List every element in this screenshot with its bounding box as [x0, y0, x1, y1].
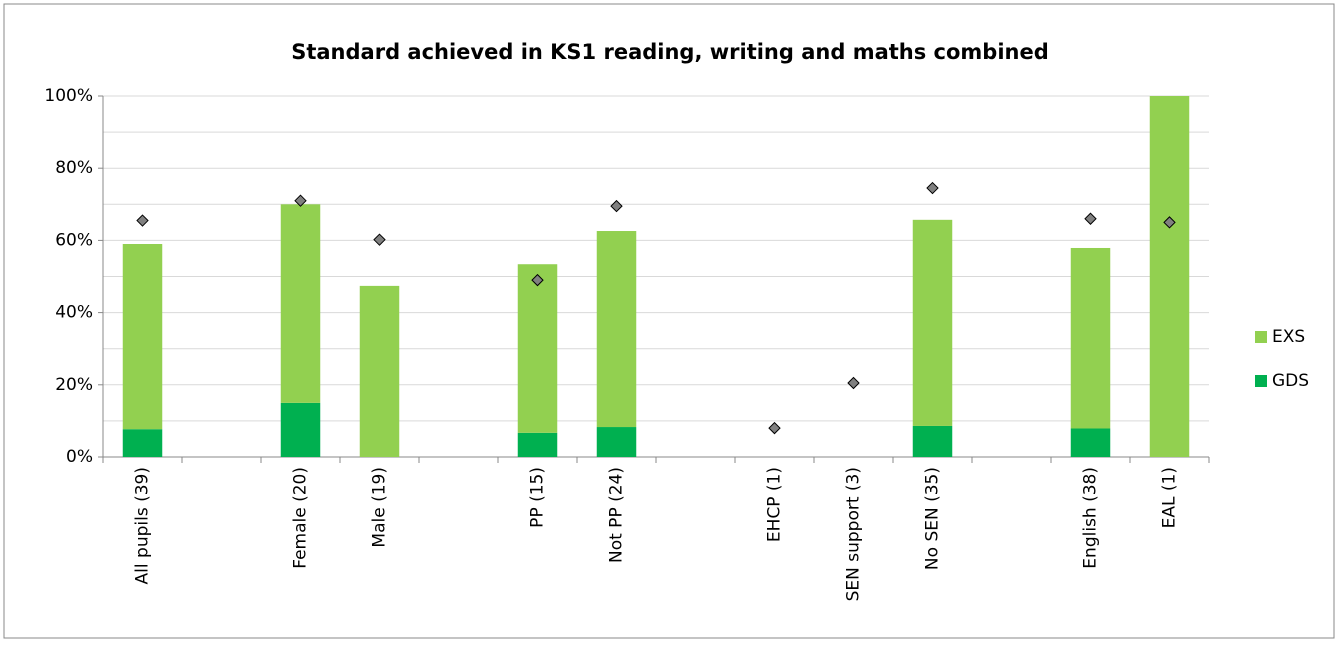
bar [359, 285, 400, 457]
x-tick-label: EHCP (1) [765, 467, 785, 542]
legend-label: EXS [1272, 327, 1305, 347]
marker [847, 376, 860, 390]
marker [610, 199, 623, 213]
x-tick-label: All pupils (39) [133, 467, 153, 584]
chart-title: Standard achieved in KS1 reading, writin… [291, 40, 1049, 64]
x-tick-label: EAL (1) [1160, 467, 1180, 528]
bar [1070, 247, 1111, 429]
x-tick-label: English (38) [1081, 467, 1101, 569]
x-tick-label: Male (19) [370, 467, 390, 548]
marker [926, 181, 939, 195]
bar [517, 264, 558, 433]
bar [517, 432, 558, 457]
chart-frame [3, 3, 1335, 639]
legend-swatch [1255, 331, 1267, 343]
marker [531, 273, 544, 287]
x-tick-label: No SEN (35) [923, 467, 943, 570]
y-tick-label: 0% [66, 447, 93, 467]
y-tick-label: 100% [44, 86, 93, 106]
x-tick-label: Not PP (24) [607, 467, 627, 563]
bar [912, 425, 953, 457]
bar [280, 402, 321, 457]
bar [280, 204, 321, 403]
legend-swatch [1255, 375, 1267, 387]
bar [596, 427, 637, 457]
marker [1084, 212, 1097, 225]
y-tick-label: 40% [55, 303, 93, 323]
marker [1163, 216, 1176, 229]
legend-label: GDS [1272, 371, 1309, 391]
bar [122, 244, 163, 430]
marker [136, 214, 149, 227]
bar [1070, 428, 1111, 457]
marker [768, 421, 781, 435]
x-tick-label: PP (15) [528, 467, 548, 528]
marker [294, 194, 307, 207]
y-tick-label: 20% [55, 375, 93, 395]
y-tick-label: 80% [55, 158, 93, 178]
marker [373, 233, 386, 246]
bar [912, 219, 953, 426]
x-tick-label: SEN support (3) [844, 467, 864, 601]
x-tick-label: Female (20) [291, 467, 311, 569]
bar [596, 231, 637, 428]
bar [122, 429, 163, 457]
bar [1149, 96, 1190, 457]
y-tick-label: 60% [55, 230, 93, 250]
